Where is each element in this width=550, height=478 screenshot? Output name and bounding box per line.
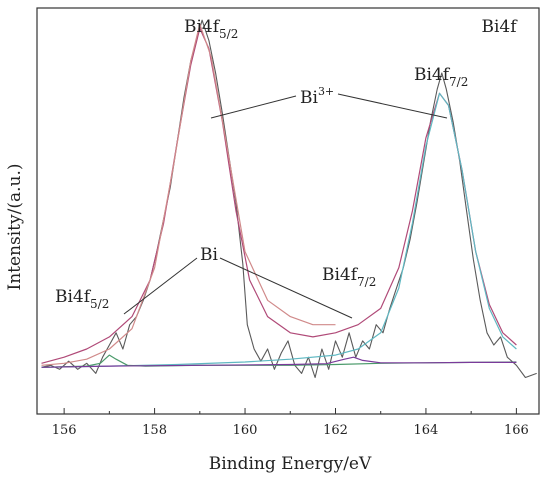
y-axis-title: Intensity/(a.u.) xyxy=(5,164,25,291)
x-tick-label-156: 156 xyxy=(52,423,77,438)
leader-line-bi-left xyxy=(123,257,198,315)
annotation-bi3plus: Bi3+ xyxy=(300,85,334,108)
x-tick-label-166: 166 xyxy=(504,423,529,438)
plot-frame xyxy=(36,7,540,415)
annotation-bi4f52-minor: Bi4f5/2 xyxy=(55,287,109,311)
series-layer xyxy=(41,19,537,379)
annotation-bi4f52-major: Bi4f5/2 xyxy=(184,17,238,41)
x-tick-label-158: 158 xyxy=(142,423,167,438)
annotation-bi-metal: Bi xyxy=(200,245,218,265)
x-axis-title: Binding Energy/eV xyxy=(209,454,372,474)
annotation-bi4f72-minor: Bi4f7/2 xyxy=(322,265,376,289)
series-line-4 xyxy=(41,92,517,368)
x-tick-label-164: 164 xyxy=(414,423,439,438)
series-line-3 xyxy=(41,23,336,366)
ticks-layer: 156 158 160 162 164 166 xyxy=(52,408,529,438)
corner-label: Bi4f xyxy=(481,17,518,37)
x-tick-label-160: 160 xyxy=(233,423,258,438)
leader-line-bi-right xyxy=(219,257,353,319)
x-tick-label-162: 162 xyxy=(323,423,348,438)
series-line-1 xyxy=(41,19,537,379)
series-line-6 xyxy=(41,356,517,368)
leader-line-bi3plus-right xyxy=(337,93,448,119)
annotation-bi4f72-major: Bi4f7/2 xyxy=(414,65,468,89)
leader-line-bi3plus-left xyxy=(210,95,297,119)
